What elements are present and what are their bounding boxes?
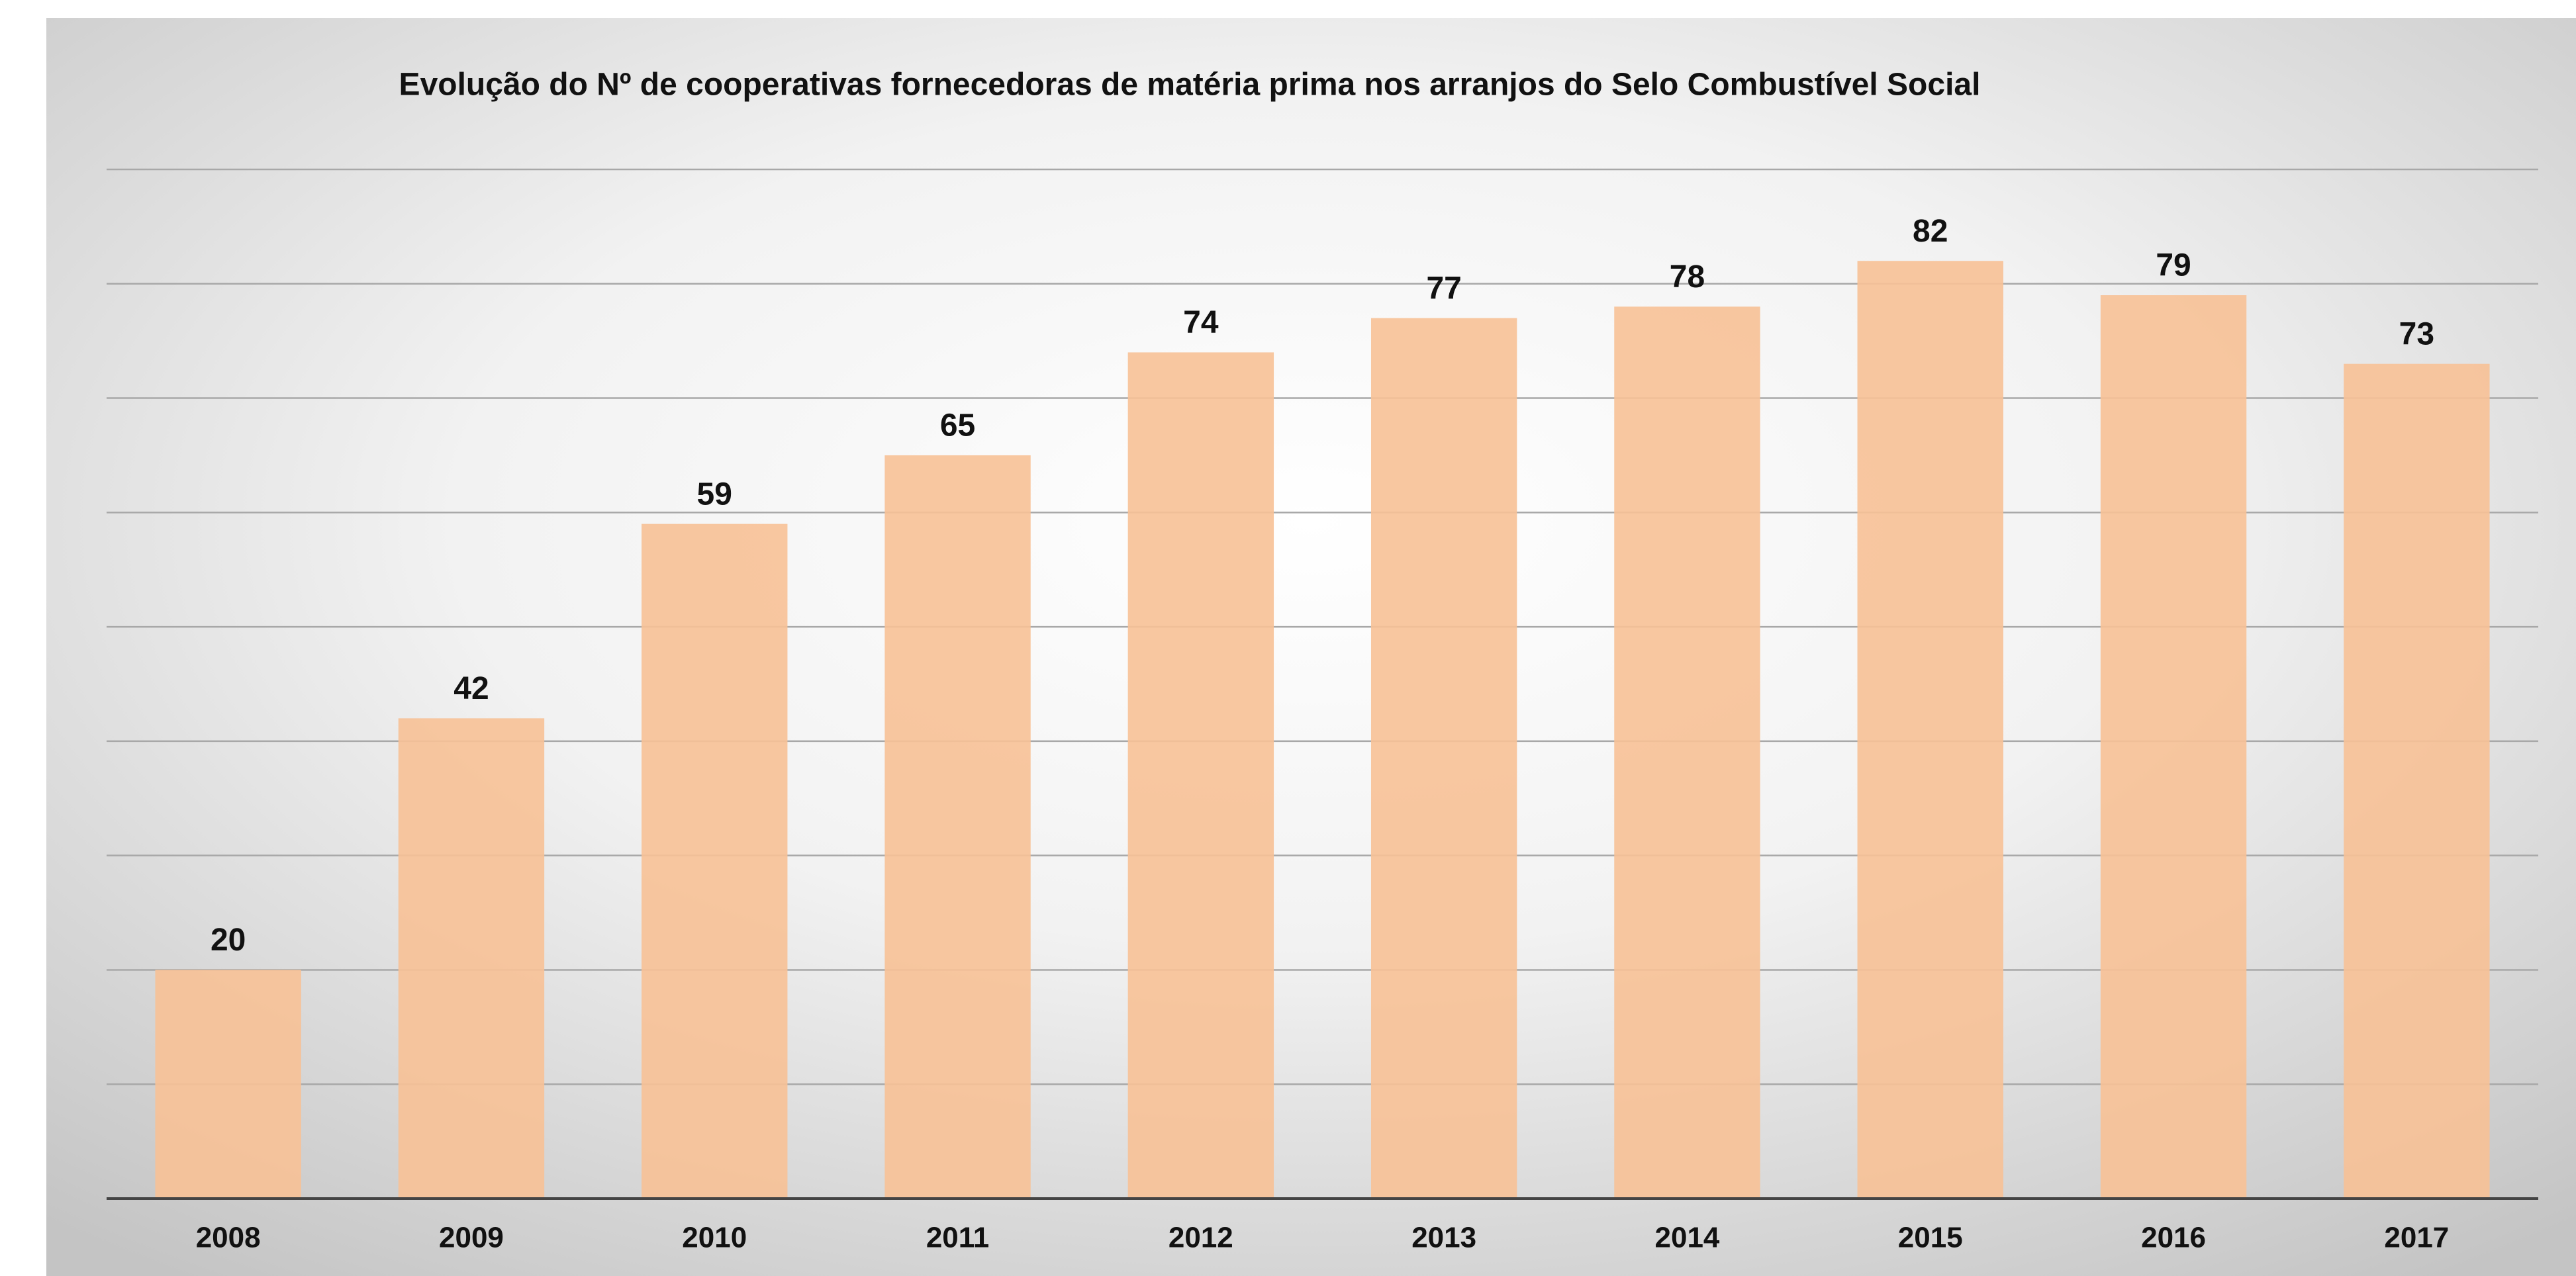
x-tick-label: 2009 <box>439 1222 504 1254</box>
data-label: 74 <box>1183 305 1219 340</box>
data-label: 79 <box>2156 248 2191 283</box>
bar <box>1857 261 2003 1199</box>
data-label: 65 <box>940 408 975 443</box>
data-label: 77 <box>1426 271 1461 306</box>
bar <box>155 970 301 1199</box>
bar <box>1127 352 1274 1199</box>
x-tick-label: 2010 <box>682 1222 747 1254</box>
data-label: 82 <box>1913 214 1948 249</box>
data-label: 73 <box>2399 316 2434 351</box>
bar <box>1370 318 1517 1199</box>
x-tick-label: 2016 <box>2141 1222 2206 1254</box>
x-tick-label: 2014 <box>1655 1222 1720 1254</box>
x-tick-label: 2015 <box>1898 1222 1963 1254</box>
x-tick-label: 2017 <box>2384 1222 2449 1254</box>
bar <box>2100 295 2247 1199</box>
data-label: 78 <box>1670 259 1705 295</box>
data-label: 59 <box>697 477 732 512</box>
bar <box>1614 306 1760 1199</box>
bar <box>642 524 788 1199</box>
x-tick-label: 2013 <box>1411 1222 1476 1254</box>
bar <box>398 718 545 1199</box>
x-tick-label: 2012 <box>1169 1222 1233 1254</box>
x-tick-label: 2011 <box>926 1222 989 1254</box>
chart-title: Evolução do Nº de cooperativas fornecedo… <box>399 68 1981 103</box>
x-tick-label: 2008 <box>196 1222 261 1254</box>
bar <box>2344 363 2490 1199</box>
data-label: 20 <box>211 923 246 958</box>
data-label: 42 <box>453 671 489 706</box>
bar <box>884 455 1031 1199</box>
